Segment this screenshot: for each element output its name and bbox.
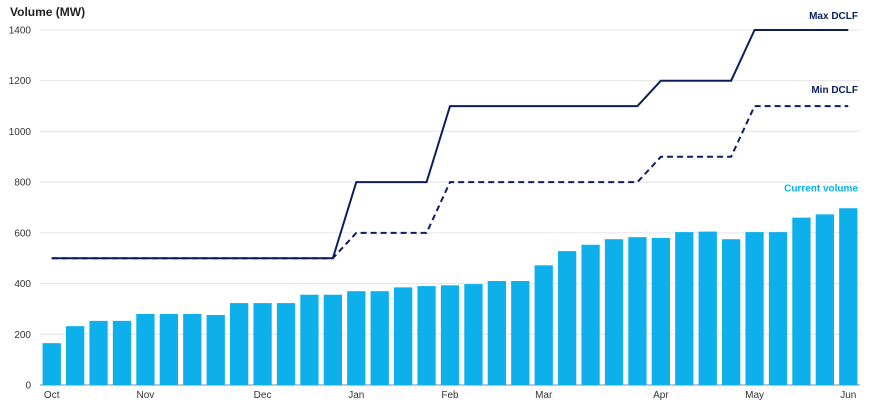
bar: [768, 232, 788, 385]
x-tick-label: Mar: [535, 390, 553, 401]
bar: [675, 232, 694, 385]
bar: [323, 294, 342, 385]
series-labels: Max DCLF Min DCLF Current volume: [784, 11, 858, 194]
bar: [42, 343, 61, 385]
y-tick-label: 200: [14, 330, 31, 341]
bar: [698, 231, 717, 385]
bar: [487, 281, 506, 385]
bar: [464, 284, 483, 385]
bar: [66, 326, 85, 385]
x-tick-label: Feb: [441, 390, 459, 401]
bar: [604, 239, 624, 385]
bar: [815, 214, 834, 385]
max-dclf-label: Max DCLF: [809, 11, 858, 22]
x-tick-label: Nov: [137, 390, 155, 401]
y-tick-label: 800: [14, 178, 31, 189]
bar: [89, 320, 108, 385]
bar: [112, 320, 132, 385]
x-tick-label: Dec: [254, 390, 272, 401]
bar: [394, 287, 413, 385]
x-tick-label: Apr: [653, 390, 669, 401]
bar: [253, 303, 272, 385]
y-tick-label: 600: [14, 228, 31, 239]
y-axis-title: Volume (MW): [10, 5, 86, 19]
x-tick-labels: Oct Nov Dec Jan Feb Mar Apr May Jun: [44, 390, 856, 401]
x-tick-label: Oct: [44, 390, 60, 401]
bar: [440, 285, 460, 385]
bar: [347, 291, 366, 385]
current-volume-label: Current volume: [784, 183, 858, 194]
bar: [839, 208, 858, 385]
y-tick-label: 400: [14, 279, 31, 290]
min-dclf-label: Min DCLF: [811, 85, 858, 96]
lines: [51, 29, 849, 260]
bar: [206, 315, 225, 385]
bar: [722, 239, 741, 385]
bar: [534, 265, 553, 385]
bar: [276, 303, 296, 385]
bar: [558, 251, 577, 385]
bar: [183, 314, 202, 385]
bar: [581, 244, 600, 385]
bar: [300, 294, 319, 385]
min-dclf-line: [51, 105, 849, 260]
x-tick-label: Jan: [348, 390, 364, 401]
bar: [230, 303, 249, 385]
bar: [792, 217, 811, 385]
x-tick-label: May: [745, 390, 764, 401]
bar: [417, 286, 436, 385]
bar: [511, 281, 530, 385]
y-tick-label: 1400: [9, 26, 32, 37]
x-tick-label: Jun: [840, 390, 856, 401]
max-dclf-line: [51, 29, 849, 260]
y-tick-label: 1000: [9, 127, 32, 138]
y-tick-labels: 0 200 400 600 800 1000 1200 1400: [9, 26, 32, 392]
bar: [745, 232, 764, 385]
bar: [628, 237, 647, 385]
bars: [42, 208, 858, 385]
y-tick-label: 0: [25, 381, 31, 392]
y-tick-label: 1200: [9, 76, 32, 87]
bar: [370, 291, 389, 385]
bar: [136, 314, 155, 385]
bar: [651, 237, 670, 385]
bar: [159, 314, 178, 385]
